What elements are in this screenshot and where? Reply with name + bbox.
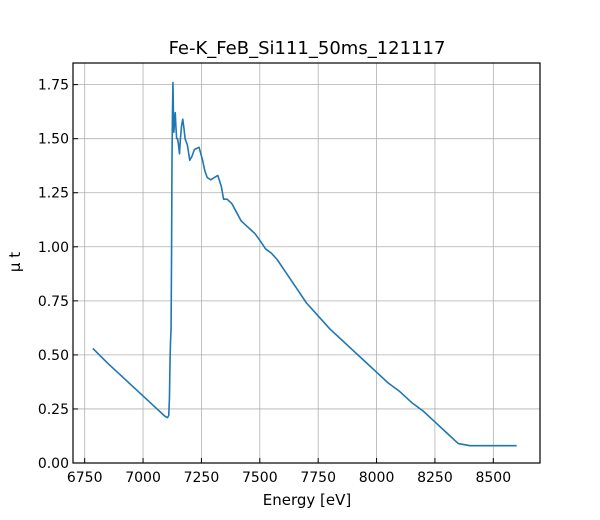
x-tick-label: 8000 [359,470,395,486]
y-tick-label: 0.25 [38,402,69,418]
x-tick-label: 7750 [300,470,336,486]
y-tick-label: 0.00 [38,456,69,472]
plot-area-frame [72,62,541,464]
y-tick-label: 0.50 [38,348,69,364]
x-axis-title: Energy [eV] [263,491,351,509]
series-layer [92,81,517,447]
x-tick-label: 6750 [67,470,103,486]
y-tick-label: 1.25 [38,186,69,202]
y-axis-title: μ t [6,252,24,272]
axis-ticks: 6750 7000 7250 7500 7750 8000 8250 8500 0.00 0.25… [38,78,511,486]
chart-title: Fe-K_FeB_Si111_50ms_121117 [169,38,446,59]
grid [73,63,540,464]
y-tick-label: 1.75 [38,78,69,94]
x-tick-label: 7000 [125,470,161,486]
x-tick-label: 8250 [417,470,453,486]
x-tick-label: 8500 [475,470,511,486]
x-tick-label: 7250 [184,470,220,486]
y-tick-label: 1.00 [38,240,69,256]
y-tick-label: 1.50 [38,132,69,148]
series-line [92,81,517,447]
x-tick-label: 7500 [242,470,278,486]
y-tick-label: 0.75 [38,294,69,310]
